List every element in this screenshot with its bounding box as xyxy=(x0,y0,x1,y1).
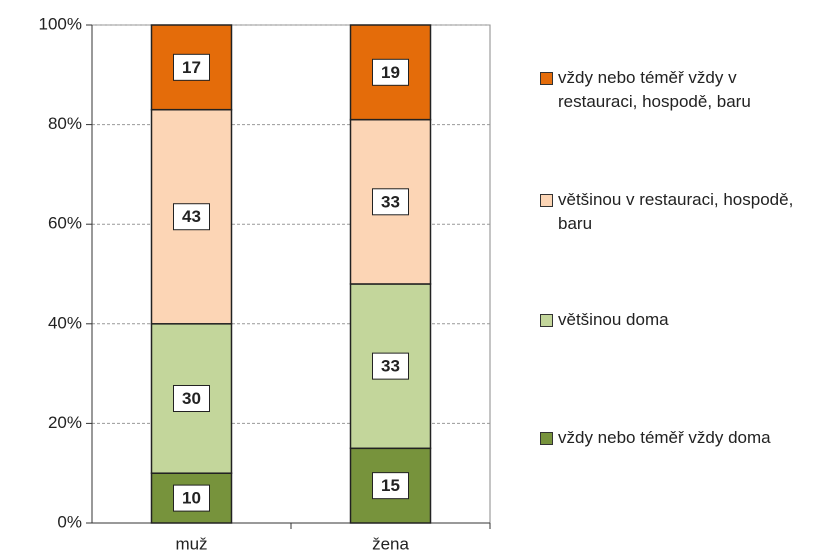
legend-label: většinou doma xyxy=(558,310,669,329)
value-label-box xyxy=(173,53,210,81)
legend-label: vždy nebo téměř vždy doma xyxy=(558,428,771,447)
value-label-box xyxy=(173,203,210,231)
y-tick-label: 0% xyxy=(57,512,82,531)
y-tick-label: 40% xyxy=(48,313,82,332)
value-label: 10 xyxy=(182,489,201,508)
value-label: 33 xyxy=(381,192,400,211)
legend-swatch xyxy=(540,194,553,207)
value-label-box xyxy=(173,484,210,512)
value-label-box xyxy=(173,385,210,412)
legend-entry: vždy nebo téměř vždy v restauraci, hospo… xyxy=(540,66,813,114)
value-label: 19 xyxy=(381,63,400,82)
legend-swatch xyxy=(540,72,553,85)
value-label: 43 xyxy=(182,207,201,226)
value-label-box xyxy=(372,352,409,380)
legend-swatch xyxy=(540,432,553,445)
legend-label: většinou v restauraci, hospodě, baru xyxy=(558,190,794,233)
legend-swatch xyxy=(540,314,553,327)
legend-entry: většinou v restauraci, hospodě, baru xyxy=(540,188,813,236)
value-label: 17 xyxy=(182,58,201,77)
value-label: 15 xyxy=(381,476,400,495)
legend-label: vždy nebo téměř vždy v restauraci, hospo… xyxy=(558,68,751,111)
x-tick-label: žena xyxy=(372,534,409,553)
value-label-box xyxy=(372,58,409,86)
legend-entry: většinou doma xyxy=(540,308,813,332)
legend-entry: vždy nebo téměř vždy doma xyxy=(540,426,813,450)
value-label: 33 xyxy=(381,357,400,376)
value-label: 30 xyxy=(182,389,201,408)
y-tick-label: 20% xyxy=(48,413,82,432)
y-tick-label: 60% xyxy=(48,214,82,233)
value-label-box xyxy=(372,188,409,216)
value-label-box xyxy=(372,472,409,500)
y-tick-label: 100% xyxy=(39,14,82,33)
y-tick-label: 80% xyxy=(48,114,82,133)
x-tick-label: muž xyxy=(175,534,207,553)
